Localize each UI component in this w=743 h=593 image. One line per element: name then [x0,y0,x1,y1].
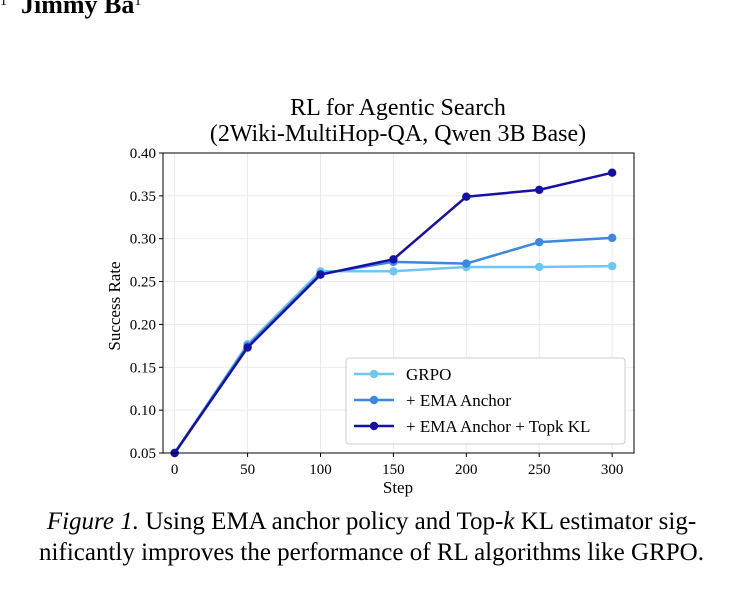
series-point-1 [462,259,471,268]
author-affiliation-sup: 1 [134,0,142,9]
series-point-2 [389,255,398,264]
author-name: Jimmy Ba [21,0,135,19]
legend-box [345,357,626,445]
x-tick-label: 50 [240,462,255,478]
x-tick-label: 200 [455,462,478,478]
chart-container: RL for Agentic Search (2Wiki-MultiHop-QA… [0,85,743,505]
legend-swatch-marker [369,421,379,431]
caption-figure-label: Figure 1. [46,508,139,535]
series-point-2 [243,343,252,352]
x-tick-label: 150 [382,462,405,478]
series-point-2 [462,192,471,201]
y-axis-label: Success Rate [105,261,124,350]
legend-swatch-marker [369,395,379,405]
legend-label: GRPO [406,365,451,384]
series-layer [170,168,617,458]
y-tick-label: 0.05 [130,446,156,462]
caption-line-2: nificantly improves the performance of R… [39,539,704,566]
series-point-2 [535,185,544,195]
author-line: 1 Jimmy Ba1 [0,0,141,20]
series-point-1 [535,237,544,247]
figure-caption: Figure 1. Using EMA anchor policy and To… [0,506,743,568]
y-tick-label: 0.25 [130,275,156,291]
y-tick-label: 0.15 [130,360,156,376]
chart-title-line2: (2Wiki-MultiHop-QA, Qwen 3B Base) [210,121,586,147]
y-tick-label: 0.40 [130,146,156,162]
series-point-1 [607,233,617,243]
y-tick-label: 0.30 [130,232,156,248]
grid [163,152,634,454]
axis-ticks: 0 50 100 150 200 250 300 0.05 0.10 0.15 0.20 0.25 0.… [130,146,624,478]
caption-variable-k: k [503,508,515,535]
line-chart: RL for Agentic Search (2Wiki-MultiHop-QA… [105,95,635,497]
series-point-0 [535,262,544,272]
author-affiliation-sup-left: 1 [0,0,7,9]
x-tick-label: 250 [528,462,551,478]
caption-text-post: KL estimator sig- [514,508,697,535]
series-point-2 [607,168,617,177]
plot-frame [162,152,635,454]
caption-line-1: Figure 1. Using EMA anchor policy and To… [0,506,743,537]
legend-label: + EMA Anchor [406,391,511,410]
x-tick-label: 300 [601,462,624,478]
series-point-2 [316,270,325,279]
chart-title-line1: RL for Agentic Search [290,95,506,121]
y-tick-label: 0.10 [130,403,156,419]
legend-label: + EMA Anchor + Topk KL [406,417,590,436]
caption-text-pre: Using EMA anchor policy and Top- [138,508,504,535]
x-axis-label: Step [383,478,413,497]
y-tick-label: 0.35 [130,189,156,205]
x-tick-label: 100 [309,462,332,478]
legend-swatch-marker [369,369,379,379]
series-point-0 [389,267,398,276]
legend: GRPO + EMA Anchor + EMA Anchor + Topk KL [345,357,626,445]
y-tick-label: 0.20 [130,317,156,333]
series-point-0 [607,261,617,271]
x-tick-label: 0 [171,462,179,478]
